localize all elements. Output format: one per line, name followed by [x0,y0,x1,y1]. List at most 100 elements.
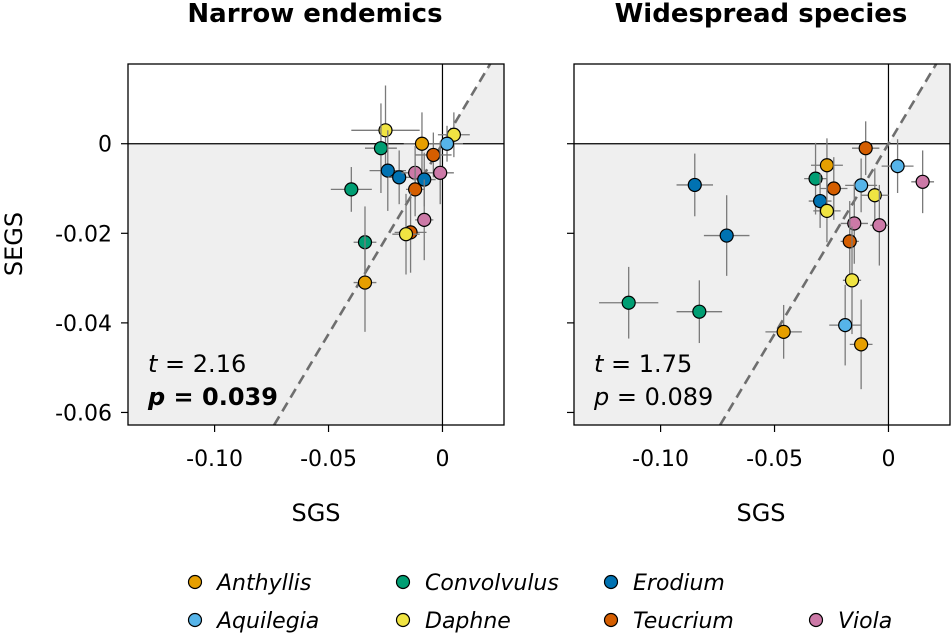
data-point-teucrium [406,162,425,217]
marker-daphne [844,273,860,288]
marker-convolvulus [621,295,636,310]
shaded-region-lower [128,143,443,425]
legend-item-aquilegia: Aquilegia [187,609,319,634]
marker-erodium [719,228,734,243]
legend-marker-erodium [603,574,619,590]
y-tick-label: -0.04 [55,312,112,337]
data-point-daphne [861,168,889,223]
legend-item-erodium: Erodium [603,571,725,596]
data-point-viola [911,150,935,214]
panel-widespread-species: Widespread species -0.10 -0.05 0 t = 1.75 p … [567,0,951,472]
marker-teucrium [826,181,841,196]
legend-label-aquilegia: Aquilegia [215,609,319,634]
y-tick-label: -0.06 [55,401,112,426]
legend-label-convolvulus: Convolvulus [425,571,559,596]
x-axis-label-right: SGS [736,499,785,527]
shaded-region-upper [442,64,504,144]
data-point-teucrium [415,132,452,178]
data-point-daphne [813,179,841,243]
x-tick-label: 0 [435,447,449,472]
stat-t: t = 1.75 [594,350,692,378]
data-point-convolvulus [364,103,397,193]
legend-marker-teucrium [603,612,619,628]
marker-viola [847,216,862,231]
legend-label-teucrium: Teucrium [633,609,734,634]
legend-item-daphne: Daphne [395,609,511,634]
data-point-viola [840,183,868,264]
marker-convolvulus [344,182,359,197]
reference-line [718,64,938,425]
data-point-daphne [351,85,420,176]
marker-erodium [392,170,407,185]
data-point-convolvulus [599,266,659,339]
stat-p: p = 0.039 [147,383,278,411]
x-tick-label: -0.10 [186,447,243,472]
panel-narrow-endemics: Narrow endemics -0.10 -0.05 0 0 -0.02 -0.04 -0… [55,0,505,472]
legend-marker-aquilegia [187,612,203,628]
marker-aquilegia [838,318,853,333]
data-point-daphne [437,112,470,158]
marker-teucrium [858,141,873,156]
data-point-aquilegia [881,139,914,193]
marker-daphne [867,188,882,203]
legend-label-erodium: Erodium [633,571,725,596]
marker-convolvulus [692,304,707,319]
panel-title-widespread-species: Widespread species [615,0,908,29]
legend-label-viola: Viola [838,609,892,634]
data-point-anthyllis [765,304,802,359]
reference-line [272,64,492,425]
x-tick-label: -0.10 [632,447,689,472]
marker-viola [872,218,887,233]
marker-convolvulus [373,141,389,156]
marker-teucrium [842,234,857,249]
legend-marker-viola [808,612,824,628]
data-point-teucrium [840,201,859,282]
plot-frame [573,63,951,426]
data-point-convolvulus [676,280,723,344]
x-axis-label-left: SGS [291,499,340,527]
data-point-erodium [676,153,714,217]
stat-t: t = 2.16 [148,350,246,378]
marker-daphne [398,227,414,242]
marker-anthyllis [776,324,791,339]
marker-anthyllis [357,275,373,290]
marker-daphne [819,203,835,219]
x-tick-label: 0 [881,447,895,472]
x-tick-label: -0.05 [746,447,803,472]
legend: Anthyllis Aquilegia Convolvulus Daphne Erodi… [187,571,892,634]
marker-aquilegia [890,159,905,174]
data-point-viola [870,184,889,266]
legend-marker-convolvulus [395,574,411,590]
legend-label-anthyllis: Anthyllis [215,571,311,596]
legend-item-convolvulus: Convolvulus [395,571,559,596]
marker-erodium [380,163,395,178]
y-tick-label: 0 [98,133,112,158]
legend-label-daphne: Daphne [425,609,511,634]
marker-viola [417,212,432,227]
legend-item-anthyllis: Anthyllis [187,571,311,596]
marker-viola [433,165,448,180]
data-point-convolvulus [330,167,372,212]
marker-viola [915,174,930,189]
marker-aquilegia [439,136,455,151]
panel-title-narrow-endemics: Narrow endemics [187,0,442,29]
data-point-viola [426,141,454,205]
plot-area [128,64,504,425]
stat-p: p = 0.089 [593,383,713,411]
marker-teucrium [426,147,441,163]
plot-frame [127,63,505,426]
marker-convolvulus [808,171,823,186]
data-point-daphne [842,226,862,335]
data-point-erodium [387,150,411,205]
marker-teucrium [408,182,423,197]
marker-aquilegia [854,178,869,193]
data-point-teucrium [852,121,880,176]
marker-anthyllis [854,337,869,352]
data-point-erodium [703,195,750,276]
legend-item-viola: Viola [808,609,892,634]
data-point-daphne [392,193,420,275]
legend-item-teucrium: Teucrium [603,609,734,634]
marker-anthyllis [819,158,835,173]
y-axis-label: SEGS [0,212,28,276]
